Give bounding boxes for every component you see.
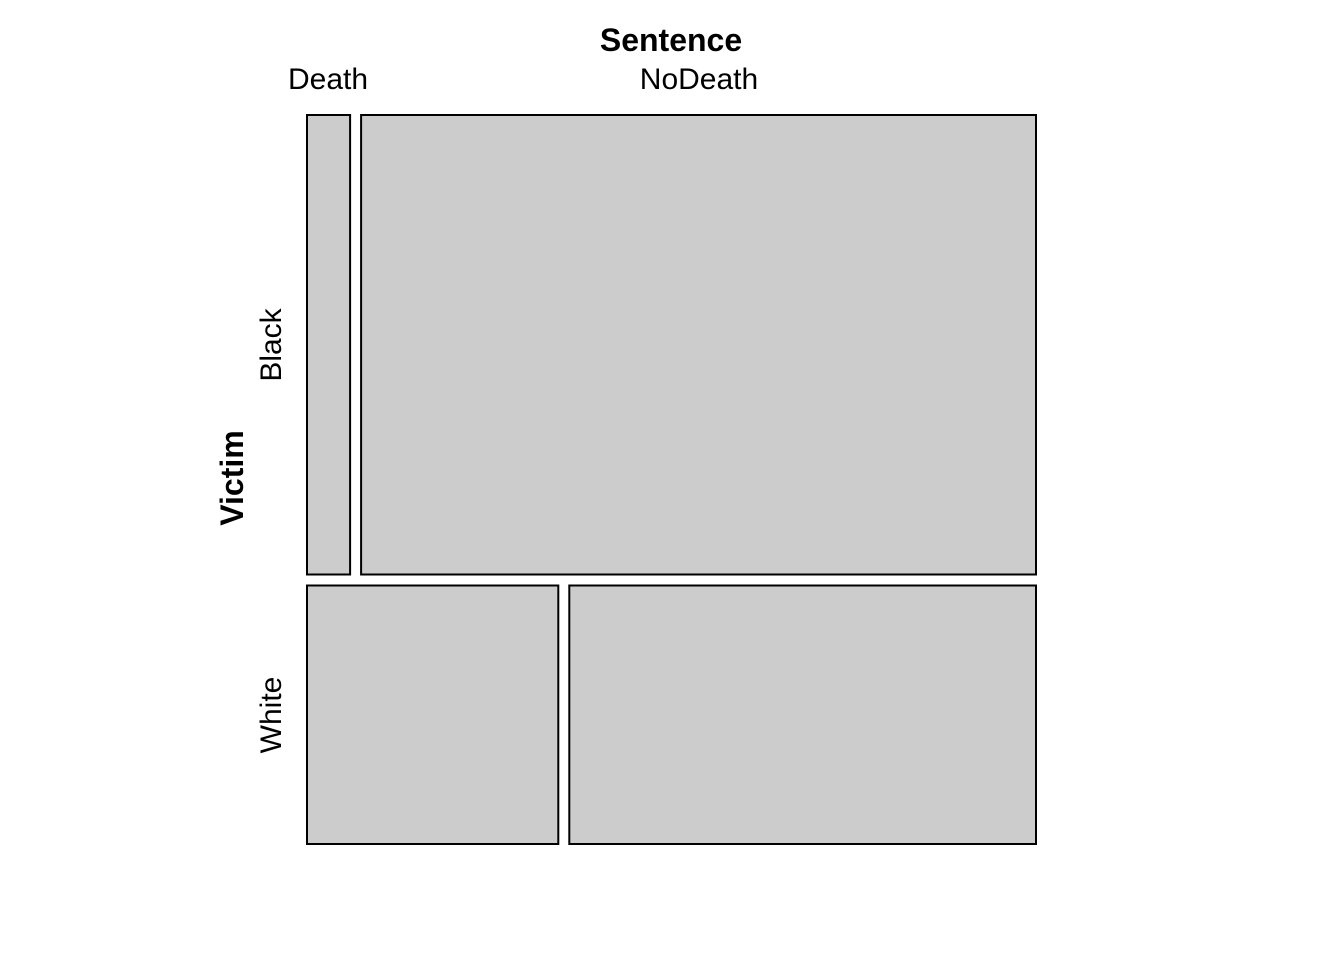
tile-black-death <box>306 114 352 576</box>
col-variable-title: Sentence <box>600 22 742 58</box>
row-variable-title: Victim <box>214 430 250 525</box>
tile-white-nodeath <box>568 584 1037 845</box>
mosaic-tiles <box>306 114 1038 845</box>
row-level-label-black: Black <box>255 307 288 381</box>
tile-black-nodeath <box>360 114 1038 576</box>
row-level-label-white: White <box>255 677 288 754</box>
col-level-label-nodeath: NoDeath <box>640 63 758 96</box>
col-level-label-death: Death <box>288 63 368 96</box>
tile-white-death <box>306 584 560 845</box>
